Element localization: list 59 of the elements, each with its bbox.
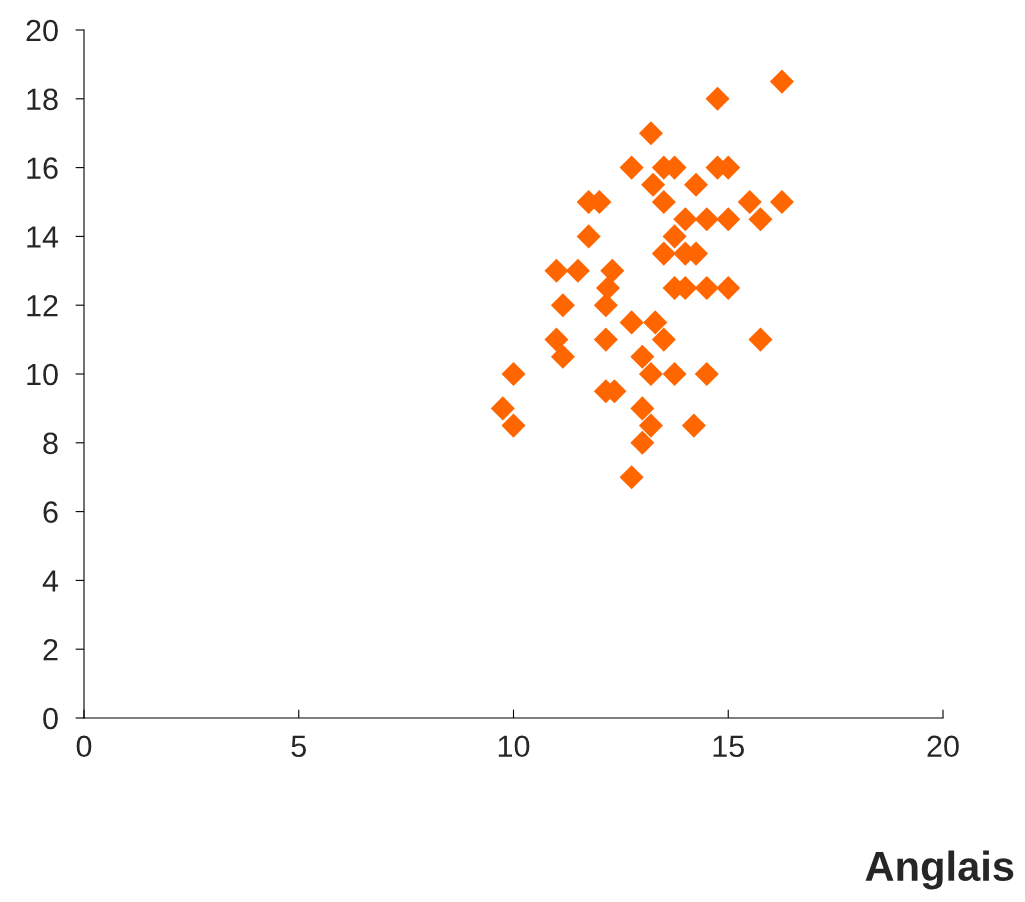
point: [694, 207, 719, 232]
point: [619, 310, 644, 335]
y-tick-label: 4: [42, 570, 59, 592]
point: [748, 327, 773, 352]
y-tick-label: 16: [27, 157, 58, 179]
point: [662, 224, 687, 249]
point: [651, 241, 676, 266]
point: [651, 327, 676, 352]
point: [694, 361, 719, 387]
point: [694, 275, 719, 301]
point: [501, 413, 526, 438]
point: [681, 413, 706, 438]
point: [593, 327, 618, 352]
point: [638, 121, 663, 146]
point: [641, 172, 666, 197]
x-tick-label: 15: [713, 735, 744, 758]
point: [651, 189, 676, 215]
point: [544, 327, 569, 352]
x-tick-label: 5: [291, 735, 306, 758]
y-tick-label: 18: [27, 88, 58, 111]
point: [737, 189, 762, 215]
point: [576, 224, 601, 249]
point: [565, 258, 590, 283]
point: [748, 207, 773, 232]
point: [638, 413, 663, 438]
point: [705, 86, 730, 111]
point: [716, 207, 741, 232]
y-tick-label: 2: [43, 638, 58, 661]
point: [550, 344, 575, 369]
point: [662, 361, 687, 387]
point: [501, 361, 526, 387]
point: [638, 361, 663, 387]
point: [619, 465, 644, 490]
y-tick-label: 8: [43, 432, 58, 455]
point: [716, 275, 741, 301]
point: [643, 310, 668, 335]
point: [673, 207, 698, 232]
point: [630, 344, 655, 369]
y-tick-label: 20: [26, 19, 58, 42]
point: [593, 293, 618, 318]
x-tick-label: 10: [498, 735, 530, 758]
y-tick-label: 0: [43, 707, 58, 730]
point: [684, 172, 709, 197]
y-tick-label: 10: [27, 363, 58, 386]
point: [490, 396, 515, 421]
x-axis-title: Anglais: [865, 850, 1014, 890]
x-tick-label: 20: [927, 735, 959, 758]
point: [600, 258, 625, 283]
point: [769, 69, 794, 94]
point: [769, 189, 794, 215]
y-tick-label: 12: [27, 294, 58, 317]
point: [630, 430, 655, 455]
y-tick-label: 6: [43, 501, 58, 523]
point: [550, 293, 575, 318]
point: [544, 258, 569, 283]
point: [619, 155, 644, 180]
point: [630, 396, 655, 421]
y-tick-label: 14: [27, 226, 59, 248]
x-tick-label: 0: [76, 735, 92, 758]
